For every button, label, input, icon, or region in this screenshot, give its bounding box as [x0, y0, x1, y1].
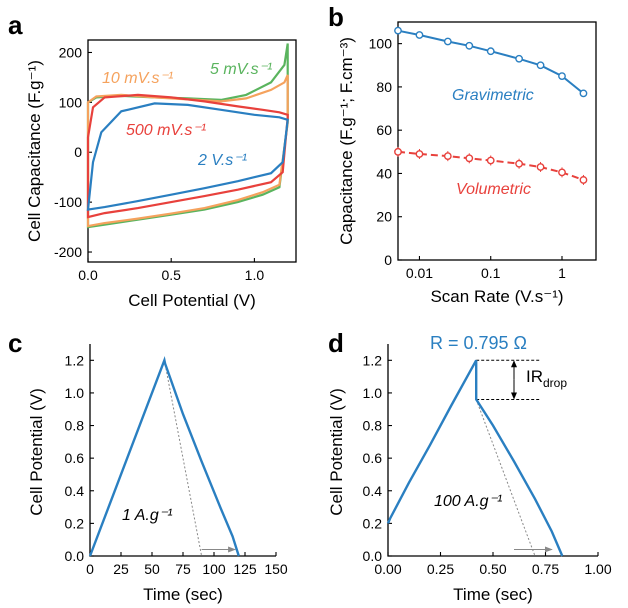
- cv-curve-red: [86, 93, 289, 219]
- panel-a-xtick-label: 1.0: [245, 267, 265, 283]
- tangent-guide: [163, 360, 203, 557]
- cv-curve-orange: [86, 74, 289, 228]
- panel-d-ylabel: Cell Potential (V): [327, 388, 346, 516]
- panel-d-ytick-label: 0.4: [363, 483, 383, 499]
- panel-b-chart: 0.01 0.1 1 0 20 40 60 80 100 Scan Rate (V.s⁻¹) C…: [337, 21, 597, 306]
- panel-c-ytick-label: 0.4: [65, 483, 85, 499]
- annotation-2v: 2 V.s⁻¹: [197, 152, 247, 169]
- panel-a-ytick-label: 0: [74, 144, 82, 160]
- panel-c-label: c: [8, 328, 22, 358]
- panel-b-ytick-label: 0: [384, 252, 392, 268]
- panel-c-ytick-label: 0.0: [65, 548, 85, 564]
- data-point-gravimetric: [465, 41, 474, 50]
- data-point-gravimetric: [579, 89, 588, 98]
- panel-d-ytick-label: 1.0: [363, 385, 383, 401]
- panel-d-ytick-label: 0.2: [363, 515, 383, 531]
- data-point-gravimetric: [394, 26, 402, 35]
- panel-a-ytick-label: 200: [59, 44, 83, 60]
- data-point-volumetric: [465, 154, 474, 163]
- panel-a-xlabel: Cell Potential (V): [128, 291, 256, 310]
- panel-a-xtick-label: 0.5: [161, 267, 181, 283]
- panel-c-chart: 0 25 50 75 100 125 150 0.0 0.2 0.4 0.6 0.8 1.0 1.2 Ti…: [27, 344, 288, 604]
- panel-a-ytick-label: -200: [54, 244, 82, 260]
- panel-d-label: d: [328, 328, 344, 358]
- panel-d-ytick-label: 1.2: [363, 352, 383, 368]
- panel-c-ytick-label: 1.0: [65, 385, 85, 401]
- panel-d-xtick-label: 0.00: [374, 561, 401, 577]
- panel-a-ytick-label: 100: [59, 94, 83, 110]
- panel-b-xtick-label: 0.01: [406, 265, 433, 281]
- data-point-volumetric: [536, 163, 545, 171]
- panel-d-ytick-label: 0.8: [363, 418, 383, 434]
- panel-c-xtick-label: 0: [86, 561, 94, 577]
- series-line-gravimetric: [397, 29, 585, 95]
- annotation-resistance: R = 0.795 Ω: [430, 333, 527, 353]
- data-point-volumetric: [579, 176, 588, 184]
- panel-b-ytick-label: 40: [376, 165, 392, 181]
- panel-c-xtick-label: 50: [144, 561, 160, 577]
- panel-a-label: a: [8, 10, 23, 40]
- panel-b-ytick-label: 60: [376, 122, 392, 138]
- panel-c-ylabel: Cell Potential (V): [27, 388, 46, 516]
- data-point-gravimetric: [536, 61, 545, 70]
- panel-d-ytick-label: 0.0: [363, 548, 383, 564]
- panel-c-axes: [89, 344, 276, 557]
- panel-b-ytick-label: 20: [376, 209, 392, 225]
- data-point-gravimetric: [415, 31, 424, 39]
- annotation-volumetric: Volumetric: [456, 181, 531, 198]
- annotation-10mv: 10 mV.s⁻¹: [102, 70, 173, 87]
- annotation-500mv: 500 mV.s⁻¹: [126, 122, 206, 139]
- panel-b-frame: [397, 21, 597, 261]
- panel-a-ylabel: Cell Capacitance (F.g⁻¹): [25, 60, 44, 242]
- annotation-gravimetric: Gravimetric: [452, 87, 534, 104]
- panel-c-ytick-label: 0.2: [65, 515, 85, 531]
- data-point-gravimetric: [443, 37, 452, 46]
- panel-d-chart: 0.00 0.25 0.50 0.75 1.00 0.0 0.2 0.4 0.6 0.8 1.0 1.…: [327, 333, 612, 604]
- data-point-volumetric: [415, 150, 424, 158]
- panel-d-xtick-label: 1.00: [584, 561, 611, 577]
- tangent-guide: [475, 399, 536, 557]
- panel-d-xtick-label: 0.25: [427, 561, 454, 577]
- cv-curve-blue: [86, 102, 289, 211]
- panel-c-xlabel: Time (sec): [143, 585, 223, 604]
- charge-discharge-curve: [386, 359, 564, 557]
- panel-c-xtick-label: 125: [233, 561, 257, 577]
- data-point-gravimetric: [558, 72, 566, 80]
- panel-a-ytick-label: -100: [54, 194, 82, 210]
- panel-c-xtick-label: 150: [264, 561, 288, 577]
- panel-d-ytick-label: 0.6: [363, 450, 383, 466]
- annotation-5mv: 5 mV.s⁻¹: [210, 61, 272, 78]
- panel-b-xtick-label: 1: [558, 265, 566, 281]
- panel-c-xtick-label: 25: [113, 561, 129, 577]
- panel-c-xtick-label: 75: [175, 561, 191, 577]
- annotation-1ag: 1 A.g⁻¹: [122, 507, 173, 524]
- panel-b-xlabel: Scan Rate (V.s⁻¹): [430, 287, 563, 306]
- panel-b-ytick-label: 100: [369, 36, 393, 52]
- panel-d-xlabel: Time (sec): [453, 585, 533, 604]
- panel-c-ytick-label: 1.2: [65, 352, 85, 368]
- panel-a-chart: 0.0 0.5 1.0 -200 -100 0 100 200 Cell Potential …: [25, 39, 297, 310]
- panel-c-ytick-label: 0.6: [65, 450, 85, 466]
- panel-c-xtick-label: 100: [202, 561, 226, 577]
- data-point-volumetric: [558, 168, 566, 177]
- panel-d-xtick-label: 0.75: [532, 561, 559, 577]
- panel-b-ytick-label: 80: [376, 79, 392, 95]
- data-point-volumetric: [515, 159, 523, 168]
- data-point-gravimetric: [515, 54, 523, 63]
- panel-b-label: b: [328, 2, 344, 32]
- data-point-volumetric: [486, 156, 495, 165]
- ir-drop-label: IRdrop: [526, 367, 567, 390]
- panel-d-xtick-label: 0.50: [479, 561, 506, 577]
- panel-b-ylabel: Capacitance (F.g⁻¹; F.cm⁻³): [337, 37, 356, 245]
- panel-b-xtick-label: 0.1: [481, 265, 501, 281]
- data-point-gravimetric: [486, 47, 495, 56]
- data-point-volumetric: [443, 152, 452, 161]
- panel-a-xtick-label: 0.0: [78, 267, 98, 283]
- data-point-volumetric: [394, 147, 402, 156]
- panel-c-ytick-label: 0.8: [65, 418, 85, 434]
- charge-discharge-curve: [88, 356, 240, 557]
- annotation-100ag: 100 A.g⁻¹: [434, 493, 502, 510]
